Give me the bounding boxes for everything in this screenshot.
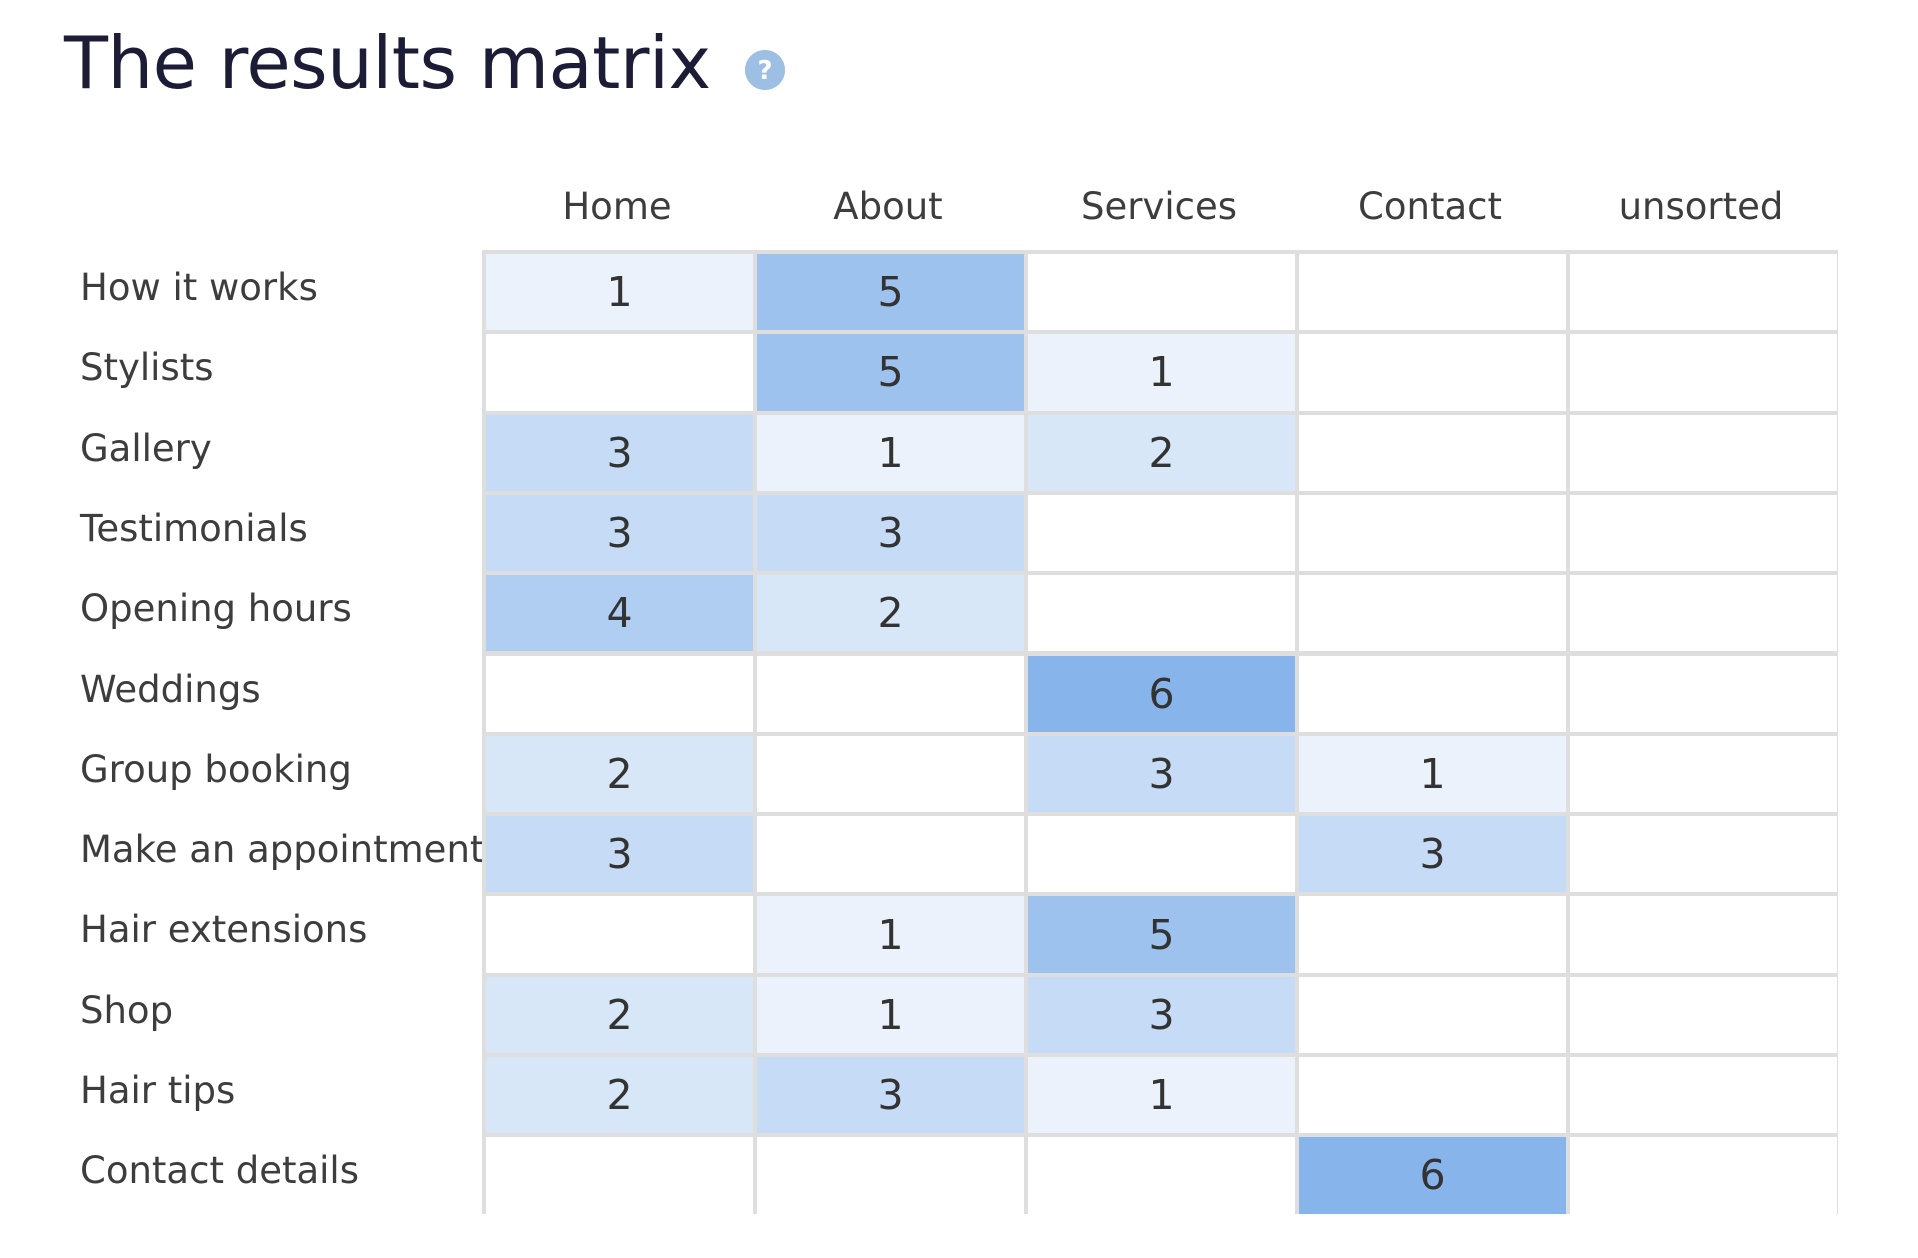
matrix-cell[interactable] <box>1299 254 1566 331</box>
row-label: How it works <box>80 266 318 309</box>
row-label: Gallery <box>80 426 212 470</box>
matrix-cell[interactable] <box>486 655 753 732</box>
row-label: Weddings <box>80 667 261 711</box>
matrix-cell[interactable] <box>1570 816 1837 893</box>
matrix-cell[interactable]: 1 <box>1028 1057 1295 1134</box>
matrix-cell[interactable] <box>1570 254 1837 331</box>
row-label: Group booking <box>80 747 352 791</box>
matrix-cell[interactable]: 2 <box>486 735 753 813</box>
matrix-cell[interactable] <box>1570 1137 1837 1214</box>
row-label: Make an appointment <box>80 828 485 872</box>
matrix-cell[interactable] <box>757 1137 1024 1214</box>
matrix-cell[interactable]: 6 <box>1028 655 1295 732</box>
matrix-cell[interactable] <box>1570 655 1837 732</box>
matrix-cell[interactable]: 3 <box>1028 976 1295 1053</box>
matrix-cell[interactable]: 3 <box>757 1057 1024 1134</box>
row-label: Testimonials <box>80 506 308 550</box>
matrix-cell[interactable] <box>757 655 1024 732</box>
column-header-contact: Contact <box>1358 185 1502 228</box>
matrix-cell[interactable]: 3 <box>1028 735 1295 813</box>
matrix-cell[interactable] <box>1028 494 1295 572</box>
matrix-cell[interactable]: 3 <box>486 414 753 491</box>
matrix-cell[interactable]: 1 <box>757 414 1024 491</box>
matrix-cell[interactable]: 3 <box>486 816 753 893</box>
matrix-cell[interactable] <box>1299 575 1566 652</box>
matrix-cell[interactable] <box>1570 494 1837 572</box>
matrix-cell[interactable]: 2 <box>757 575 1024 652</box>
question-mark-icon[interactable]: ? <box>744 50 785 90</box>
column-header-services: Services <box>1080 185 1238 228</box>
matrix-cell[interactable]: 1 <box>757 976 1024 1053</box>
row-label: Hair extensions <box>80 908 368 952</box>
matrix-cell[interactable] <box>1299 334 1566 411</box>
matrix-cell[interactable]: 5 <box>1028 896 1295 973</box>
matrix-cell[interactable] <box>1299 896 1566 973</box>
matrix-cell[interactable]: 1 <box>1299 735 1566 813</box>
matrix-cell[interactable] <box>757 735 1024 813</box>
matrix-cell[interactable] <box>486 896 753 973</box>
matrix-cell[interactable] <box>1299 414 1566 491</box>
page-title: The results matrix <box>64 21 711 105</box>
row-label: Stylists <box>80 346 214 390</box>
matrix-cell[interactable]: 3 <box>1299 816 1566 893</box>
row-label: Hair tips <box>80 1069 236 1112</box>
matrix-cell[interactable] <box>1028 1137 1295 1214</box>
matrix-cell[interactable] <box>1028 254 1295 331</box>
matrix-cell[interactable] <box>486 334 753 411</box>
matrix-cell[interactable]: 2 <box>486 976 753 1053</box>
matrix-cell[interactable]: 1 <box>1028 334 1295 411</box>
matrix-cell[interactable] <box>486 1137 753 1214</box>
matrix-cell[interactable] <box>1028 575 1295 652</box>
matrix-cell[interactable]: 6 <box>1299 1137 1566 1214</box>
column-header-about: About <box>833 185 943 228</box>
matrix-cell[interactable]: 4 <box>486 575 753 652</box>
matrix-cell[interactable] <box>1570 334 1837 411</box>
matrix-cell[interactable] <box>1570 575 1837 652</box>
matrix-cell[interactable]: 1 <box>757 896 1024 973</box>
matrix-cell[interactable] <box>1028 816 1295 893</box>
matrix-cell[interactable] <box>1299 1057 1566 1134</box>
matrix-cell[interactable]: 5 <box>757 334 1024 411</box>
page-header: The results matrix ? <box>64 18 785 108</box>
row-label: Shop <box>80 988 174 1032</box>
column-header-unsorted: unsorted <box>1618 185 1784 228</box>
svg-text:?: ? <box>757 56 772 86</box>
matrix-cell[interactable] <box>757 816 1024 893</box>
matrix-cell[interactable] <box>1299 494 1566 572</box>
matrix-cell[interactable] <box>1570 735 1837 813</box>
matrix-cell[interactable] <box>1570 414 1837 491</box>
matrix-cell[interactable]: 1 <box>486 254 753 331</box>
matrix-cell[interactable]: 5 <box>757 254 1024 331</box>
row-label: Opening hours <box>80 587 352 631</box>
matrix-cell[interactable] <box>1570 896 1837 973</box>
matrix-cell[interactable] <box>1570 1057 1837 1134</box>
row-label: Contact details <box>80 1149 359 1193</box>
matrix-cell[interactable]: 2 <box>1028 414 1295 491</box>
matrix-cell[interactable]: 3 <box>757 494 1024 572</box>
matrix-cell[interactable]: 2 <box>486 1057 753 1134</box>
column-header-home: Home <box>562 185 672 228</box>
matrix-cell[interactable] <box>1570 976 1837 1053</box>
matrix-cell[interactable] <box>1299 976 1566 1053</box>
matrix-cell[interactable]: 3 <box>486 494 753 572</box>
matrix-cell[interactable] <box>1299 655 1566 732</box>
